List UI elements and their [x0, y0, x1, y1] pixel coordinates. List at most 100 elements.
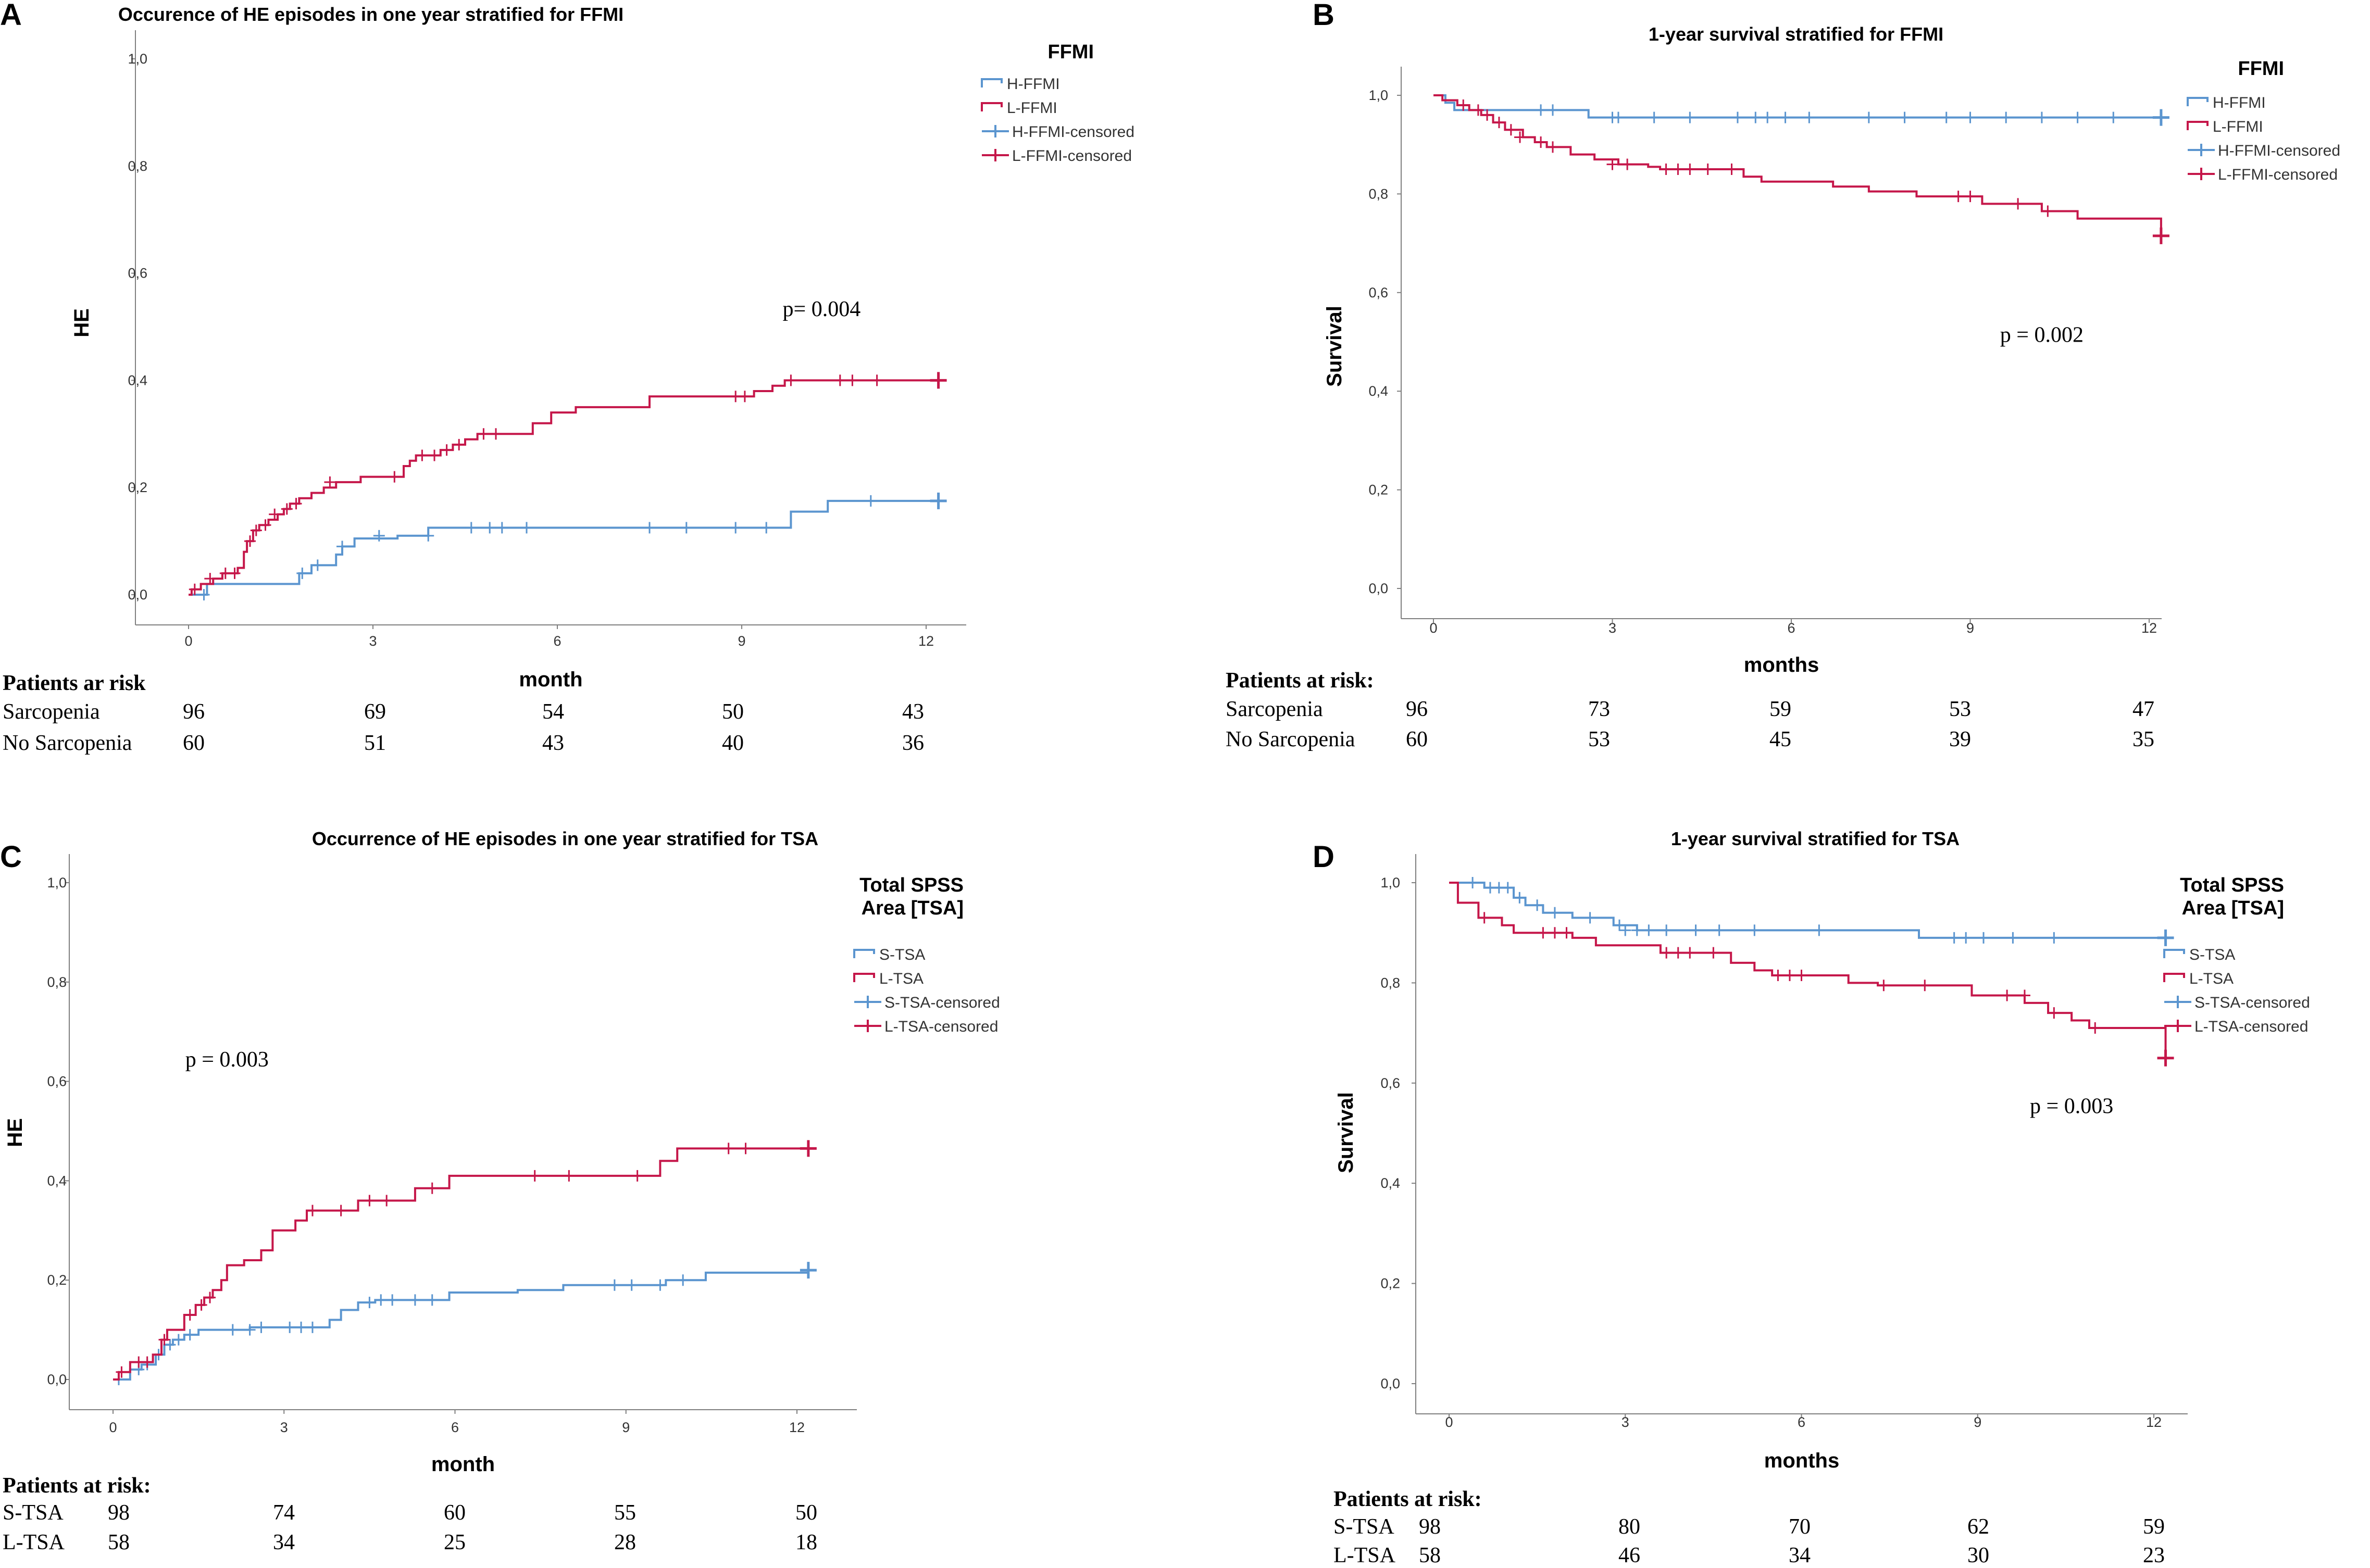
- panel-c-risk-value: 60: [444, 1501, 466, 1525]
- panel-d-y-tick-label: 0,8: [1380, 975, 1400, 990]
- panel-b-risk-row-label: Sarcopenia: [1226, 697, 1323, 721]
- panel-d-risk-value: 58: [1419, 1544, 1441, 1567]
- panel-a-series-h-ffmi-censor-mark: [373, 530, 385, 542]
- panel-d-risk-row-label: S-TSA: [1333, 1515, 1394, 1539]
- panel-b-series-l-ffmi-censor-mark: [1457, 99, 1469, 111]
- panel-b-series-l-ffmi-censor-mark: [1472, 104, 1484, 116]
- panel-b-risk-row-label: No Sarcopenia: [1226, 727, 1355, 751]
- panel-a-series-h-ffmi-censor-mark: [680, 522, 692, 534]
- panel-b-series-h-ffmi-censor-mark: [1940, 111, 1952, 123]
- panel-c-risk-value: 34: [273, 1531, 295, 1554]
- panel-c-x-tick-label: 9: [622, 1420, 630, 1435]
- panel-b-risk-value: 96: [1406, 697, 1428, 721]
- panel-d-series-s-tsa-censor-mark: [2157, 929, 2174, 946]
- panel-c-x-axis-label: month: [431, 1453, 495, 1476]
- panel-d-p-value: p = 0.003: [2030, 1095, 2113, 1119]
- panel-d-series-l-tsa-censor-mark: [2089, 1022, 2101, 1034]
- panel-d-series-l-tsa-censor-mark: [2018, 989, 2030, 1001]
- panel-c-risk-header: Patients at risk:: [3, 1474, 151, 1498]
- panel-a-series-h-ffmi-censor-mark: [644, 522, 655, 534]
- panel-d-series-l-tsa-censor-mark: [1795, 969, 1807, 981]
- panel-a-x-tick-label: 12: [918, 633, 934, 649]
- panel-a-series-l-ffmi-censor-mark: [478, 428, 490, 440]
- panel-b-series-h-ffmi-censor-mark: [1684, 111, 1696, 123]
- panel-c-legend-swatch: [854, 1020, 881, 1032]
- panel-a-series-l-ffmi-censor-mark: [785, 374, 797, 386]
- panel-c-legend-item: L-TSA-censored: [884, 1018, 998, 1035]
- panel-c-legend-item: S-TSA-censored: [884, 994, 1000, 1011]
- panel-c-series-l-tsa-censor-mark: [426, 1182, 438, 1194]
- panel-a-series-h-ffmi-censor-mark: [465, 522, 477, 534]
- panel-a-y-tick-label: 0,2: [128, 480, 147, 495]
- panel-d-risk-value: 23: [2143, 1544, 2165, 1567]
- panel-d-series-s-tsa-line: [1449, 882, 2166, 939]
- panel-a-legend-swatch: [981, 78, 1003, 87]
- panel-c-legend-swatch: [853, 949, 875, 958]
- panel-c-series-s-tsa-censor-mark: [164, 1339, 176, 1351]
- panel-d-legend-item: S-TSA: [2189, 946, 2235, 963]
- panel-a-series-l-ffmi-censor-mark: [229, 567, 241, 579]
- panel-c-legend-item: S-TSA: [879, 946, 925, 963]
- panel-b-series-h-ffmi-censor-mark: [1731, 111, 1743, 123]
- panel-d-x-tick-label: 9: [1974, 1414, 1981, 1430]
- panel-a-risk-value: 60: [183, 731, 205, 755]
- panel-d-x-tick-label: 3: [1621, 1414, 1629, 1430]
- panel-d-series-l-tsa-censor-mark: [1772, 969, 1784, 981]
- panel-b-series-h-ffmi-line: [1433, 94, 2161, 119]
- panel-c-letter: C: [0, 840, 22, 874]
- panel-c-y-tick-label: 0,0: [47, 1372, 67, 1387]
- panel-c-legend-title: Area [TSA]: [862, 897, 964, 919]
- panel-c-risk-value: 28: [614, 1531, 636, 1554]
- panel-c-series-s-tsa-censor-mark: [306, 1321, 318, 1333]
- panel-b-series-h-ffmi-censor-mark: [1535, 104, 1547, 116]
- panel-d-y-tick-label: 0,0: [1380, 1376, 1400, 1391]
- panel-c-series-l-tsa-censor-mark: [381, 1195, 393, 1207]
- panel-b-legend-item: L-FFMI: [2213, 118, 2263, 135]
- panel-b-series-l-ffmi-censor-mark: [1672, 164, 1684, 175]
- panel-d-series-s-tsa-censor-mark: [1584, 912, 1596, 924]
- panel-b-risk-value: 35: [2132, 727, 2154, 751]
- panel-b-x-tick-label: 3: [1608, 620, 1616, 636]
- panel-a-series-l-ffmi-censor-mark: [259, 519, 271, 531]
- panel-d-legend-title: Area [TSA]: [2182, 897, 2284, 919]
- panel-b-series-h-ffmi-censor-mark: [1863, 111, 1875, 123]
- panel-b-series-h-ffmi-censor-mark: [2107, 111, 2119, 123]
- panel-d-series-s-tsa-censor-mark: [1631, 924, 1643, 936]
- panel-c-series-s-tsa-censor-mark: [409, 1294, 421, 1306]
- panel-d-series-l-tsa-censor-mark: [1672, 947, 1684, 959]
- panel-d-risk-value: 30: [1967, 1544, 1989, 1567]
- panel-d-x-tick-label: 12: [2146, 1414, 2162, 1430]
- panel-c-series-l-tsa-censor-mark: [563, 1170, 575, 1182]
- panel-b-risk-value: 47: [2132, 697, 2154, 721]
- panel-b-y-tick-label: 0,8: [1368, 186, 1388, 202]
- panel-a-x-axis-label: month: [519, 668, 582, 691]
- panel-c-y-axis-label: HE: [4, 1118, 27, 1147]
- panel-b-series-h-ffmi-censor-mark: [1964, 111, 1976, 123]
- panel-d-series-l-tsa-censor-mark: [1661, 947, 1673, 959]
- panel-a-legend-item: L-FFMI-censored: [1012, 147, 1132, 165]
- panel-c-series-s-tsa-censor-mark: [800, 1262, 817, 1279]
- panel-b-series-h-ffmi-censor-mark: [1750, 111, 1762, 123]
- panel-b-series-h-ffmi-censor-mark: [1779, 111, 1791, 123]
- panel-c-series-s-tsa-censor-mark: [375, 1294, 387, 1306]
- panel-a-letter: A: [0, 0, 22, 32]
- panel-c-risk-value: 18: [795, 1531, 817, 1554]
- panel-d-legend-swatch: [2164, 1020, 2191, 1032]
- panel-a-x-tick-label: 9: [738, 633, 745, 649]
- panel-b-series-l-ffmi-line: [1433, 94, 2162, 236]
- panel-d-series-l-tsa-censor-mark: [2048, 1007, 2060, 1019]
- panel-b-title: 1-year survival stratified for FFMI: [1649, 23, 1943, 45]
- panel-d-y-tick-label: 0,2: [1380, 1276, 1400, 1291]
- panel-a-risk-value: 69: [364, 700, 386, 724]
- panel-b-risk-header: Patients at risk:: [1226, 669, 1374, 693]
- panel-c-series-l-tsa-censor-mark: [722, 1143, 734, 1155]
- panel-c-x-tick-label: 3: [280, 1420, 288, 1435]
- panel-c-y-tick-label: 0,6: [47, 1074, 67, 1089]
- panel-c-legend-item: L-TSA: [879, 970, 924, 987]
- panel-a-x-tick-label: 6: [553, 633, 561, 649]
- panel-c-series-l-tsa-censor-mark: [116, 1366, 128, 1378]
- panel-a-risk-value: 50: [722, 700, 744, 724]
- panel-c-risk-row-label: S-TSA: [3, 1501, 64, 1525]
- panel-b-series-h-ffmi-censor-mark: [1612, 111, 1624, 123]
- panel-b-series-l-ffmi-censor-mark: [1535, 136, 1547, 148]
